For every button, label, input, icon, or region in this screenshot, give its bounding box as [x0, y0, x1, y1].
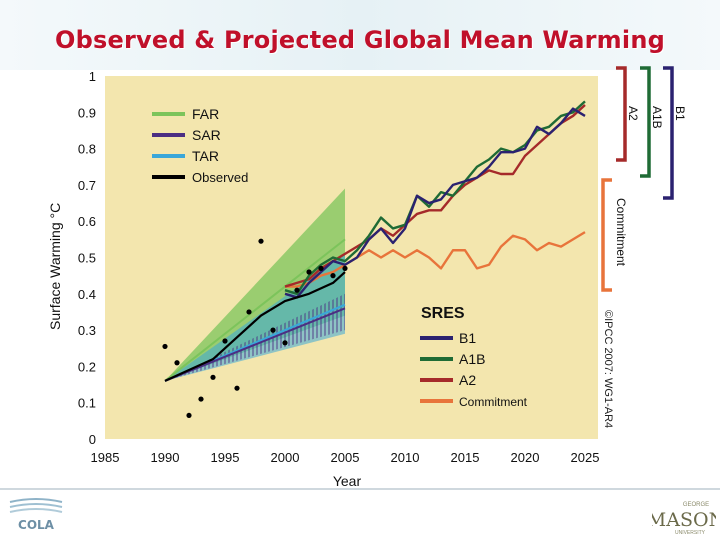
series-line-commitment	[285, 231, 586, 288]
sres-label-a2: A2	[459, 372, 476, 388]
a2-bracket	[616, 66, 627, 162]
gmu-logo-bottom: UNIVERSITY	[675, 530, 706, 536]
x-tick-label: 2005	[331, 450, 360, 465]
slide-title: Observed & Projected Global Mean Warming	[55, 26, 665, 54]
cola-logo: COLA	[9, 498, 63, 532]
far-mid-line	[164, 238, 346, 382]
observed-point	[186, 412, 192, 419]
y-tick-label: 0.4	[78, 287, 96, 302]
x-tick-label: 2000	[271, 450, 300, 465]
a2-bracket-label: A2	[626, 106, 640, 121]
sres-label-a1b: A1B	[459, 351, 485, 367]
title-band	[0, 0, 720, 70]
observed-point	[222, 338, 228, 344]
sar-range	[165, 293, 345, 381]
ipcc-credit: ©IPCC 2007: WG1-AR4	[602, 310, 614, 428]
gmu-logo: GEORGE MASON UNIVERSITY	[652, 502, 716, 536]
y-tick-label: 0.8	[78, 142, 96, 157]
x-tick-label: 2025	[571, 450, 600, 465]
x-tick-label: 2020	[511, 450, 540, 465]
axes: 1985 1990 1995 2000 2005 2010 2015 2020 2025 0 0.1…	[78, 69, 600, 465]
observed-point	[234, 385, 240, 391]
observed-point	[198, 396, 204, 402]
observed-point	[342, 265, 348, 271]
observed-point	[246, 309, 252, 315]
gmu-logo-main: MASON	[652, 509, 716, 531]
sres-legend-title: SRES	[421, 305, 465, 322]
series-lines	[164, 100, 586, 382]
series-line-a2	[284, 104, 586, 288]
a1b-bracket-label: A1B	[650, 106, 664, 129]
observed-point	[318, 265, 324, 271]
y-tick-label: 0.2	[78, 359, 96, 374]
y-tick-label: 0.7	[78, 178, 96, 193]
plot-background	[105, 76, 598, 439]
observed-point	[306, 269, 312, 275]
y-tick-label: 0.1	[78, 396, 96, 411]
observed-point	[270, 327, 276, 333]
cola-logo-text: COLA	[18, 518, 55, 532]
y-tick-label: 0.3	[78, 323, 96, 338]
y-tick-label: 0.9	[78, 105, 96, 120]
gmu-logo-top: GEORGE	[683, 502, 709, 508]
footer-divider	[0, 488, 720, 490]
observed-point	[174, 360, 180, 366]
x-tick-label: 2010	[391, 450, 420, 465]
y-tick-label: 0.6	[78, 214, 96, 229]
legend-label-tar: TAR	[192, 148, 219, 164]
sar-mid-line	[164, 307, 346, 382]
observed-point	[258, 238, 264, 244]
b1-bracket-label: B1	[673, 106, 687, 121]
x-tick-label: 1990	[151, 450, 180, 465]
legend-label-far: FAR	[192, 106, 219, 122]
observed-smooth-line	[164, 271, 346, 382]
b1-bracket	[663, 66, 674, 200]
y-tick-label: 0	[89, 432, 96, 447]
legend-label-sar: SAR	[192, 127, 221, 143]
x-tick-label: 2015	[451, 450, 480, 465]
observed-point	[282, 340, 288, 346]
sres-label-b1: B1	[459, 330, 476, 346]
observed-point	[210, 374, 216, 380]
legend-label-observed: Observed	[192, 170, 248, 185]
y-tick-label: 0.5	[78, 251, 96, 266]
observed-point	[294, 287, 300, 293]
commitment-bracket-label: Commitment	[614, 198, 628, 267]
sres-label-commitment: Commitment	[459, 395, 528, 409]
commitment-bracket	[601, 178, 612, 292]
a1b-bracket	[640, 66, 651, 178]
observed-points	[162, 238, 348, 419]
x-tick-label: 1985	[91, 450, 120, 465]
observed-point	[330, 273, 336, 279]
far-range	[165, 188, 345, 381]
series-line-b1	[284, 107, 586, 299]
x-tick-label: 1995	[211, 450, 240, 465]
y-axis-label: Surface Warming °C	[47, 203, 63, 330]
scenario-brackets: A2 A1B B1 Commitment	[601, 66, 687, 292]
legend: FAR SAR TAR Observed SRES B1 A1B A2 Commitment	[152, 106, 528, 409]
observed-point	[162, 343, 168, 350]
y-tick-label: 1	[89, 69, 96, 84]
x-axis-label: Year	[333, 473, 362, 489]
